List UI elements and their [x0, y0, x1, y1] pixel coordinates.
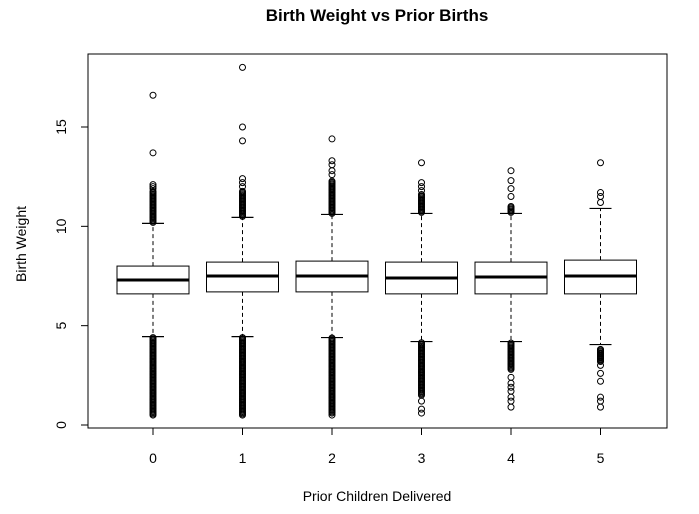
outlier-point	[149, 187, 157, 195]
y-axis: 0 5 10 15	[53, 119, 89, 429]
outlier-point	[597, 403, 604, 411]
y-axis-label: Birth Weight	[13, 206, 29, 282]
outlier-point	[597, 397, 604, 405]
x-tick-label: 2	[328, 450, 336, 466]
outlier-point	[597, 393, 604, 401]
outlier-point	[597, 377, 604, 385]
outlier-point	[597, 189, 604, 197]
outlier-point	[507, 177, 515, 185]
outlier-point	[507, 167, 515, 175]
outlier-point	[328, 334, 336, 342]
y-tick-label: 5	[53, 322, 69, 330]
y-tick-label: 10	[53, 218, 69, 234]
outlier-point	[328, 171, 336, 179]
x-tick-label: 1	[239, 450, 247, 466]
outlier-point	[418, 339, 425, 347]
box-2	[295, 135, 369, 419]
outlier-point	[239, 187, 246, 195]
outlier-point	[507, 383, 515, 391]
outlier-point	[239, 183, 246, 191]
box-1	[206, 63, 279, 419]
outlier-point	[597, 349, 604, 357]
outlier-point	[418, 191, 425, 199]
outlier-point	[507, 379, 515, 387]
x-tick-label: 3	[418, 450, 426, 466]
plot-frame	[87, 53, 668, 429]
outlier-point	[149, 91, 157, 99]
outlier-point	[597, 353, 604, 361]
outlier-point	[328, 161, 336, 169]
outlier-point	[597, 357, 604, 365]
y-tick-label: 15	[53, 119, 69, 135]
outlier-point	[418, 187, 425, 195]
outlier-point	[507, 373, 515, 381]
outlier-point	[239, 334, 246, 342]
outlier-point	[328, 177, 336, 185]
box-0	[116, 91, 190, 419]
box-3	[385, 159, 458, 417]
outlier-point	[239, 63, 246, 71]
outlier-point	[239, 123, 246, 131]
outlier-point	[239, 137, 246, 145]
outlier-point	[507, 403, 515, 411]
x-tick-label: 5	[597, 450, 605, 466]
chart-title: Birth Weight vs Prior Births	[266, 6, 489, 25]
box-4	[474, 167, 548, 411]
outlier-point	[507, 339, 515, 347]
outlier-point	[418, 405, 425, 413]
outlier-point	[507, 202, 515, 210]
y-tick-label: 0	[53, 421, 69, 429]
x-tick-label: 4	[507, 450, 515, 466]
outlier-point	[149, 185, 157, 193]
outlier-point	[328, 167, 336, 175]
outlier-point	[239, 175, 246, 183]
outlier-point	[597, 346, 604, 354]
outlier-point	[597, 193, 604, 201]
boxes	[116, 63, 637, 419]
x-tick-label: 0	[149, 450, 157, 466]
outlier-point	[507, 393, 515, 401]
outlier-point	[149, 181, 157, 189]
outlier-point	[507, 185, 515, 193]
outlier-point	[149, 183, 157, 191]
outlier-point	[418, 179, 425, 187]
outlier-point	[418, 409, 425, 417]
outlier-point	[507, 387, 515, 395]
outlier-point	[239, 179, 246, 187]
outlier-point	[597, 369, 604, 377]
outlier-point	[418, 183, 425, 191]
outlier-point	[597, 198, 604, 206]
x-axis-label: Prior Children Delivered	[303, 488, 452, 504]
outlier-point	[149, 149, 157, 157]
outlier-point	[149, 334, 157, 342]
outlier-point	[507, 193, 515, 201]
outlier-point	[328, 135, 336, 143]
outlier-point	[597, 159, 604, 167]
outlier-point	[597, 361, 604, 369]
outlier-point	[418, 159, 425, 167]
outlier-point	[507, 397, 515, 405]
outlier-point	[328, 411, 336, 419]
outlier-point	[418, 397, 425, 405]
box-5	[564, 159, 637, 411]
outlier-point	[328, 157, 336, 165]
x-axis: 0 1 2 3 4 5	[149, 427, 605, 466]
